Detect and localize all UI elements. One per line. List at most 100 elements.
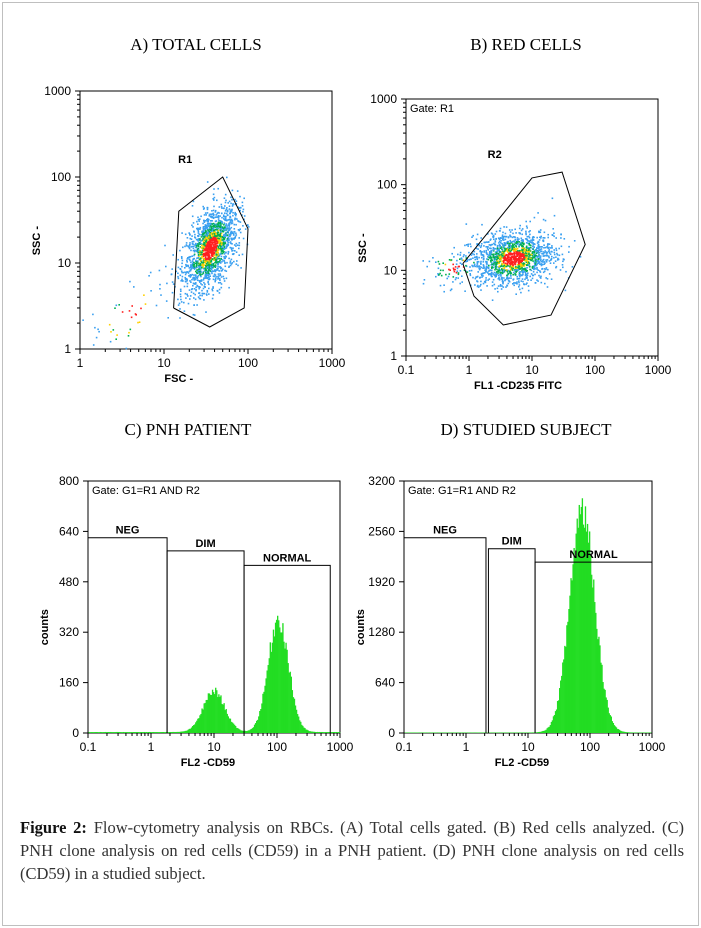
event-dot [183, 301, 185, 304]
event-dot [452, 263, 454, 266]
event-dot [218, 275, 220, 277]
histogram-bar [239, 729, 241, 733]
histogram-bar [335, 732, 338, 733]
event-dot [197, 256, 200, 259]
event-dot [200, 240, 202, 242]
event-dot [499, 257, 502, 259]
event-dot [218, 288, 221, 291]
histogram-bar [577, 527, 579, 733]
event-dot [190, 246, 192, 248]
event-dot [129, 328, 132, 331]
histogram-bar [311, 731, 313, 733]
event-dot [224, 269, 226, 272]
event-dot [528, 262, 530, 265]
event-dot [189, 280, 191, 282]
histogram-bar [522, 732, 525, 733]
histogram-bar [116, 731, 118, 733]
event-dot [505, 258, 508, 260]
event-dot [517, 269, 520, 271]
event-dot [505, 242, 507, 244]
histogram-bar [200, 713, 202, 733]
event-dot [515, 256, 518, 258]
event-dot [234, 214, 237, 217]
event-dot [205, 242, 207, 244]
event-dot [186, 282, 189, 285]
event-dot [553, 214, 556, 217]
event-dot [509, 231, 512, 233]
histogram-bar [161, 732, 163, 733]
x-tick-label: 1000 [645, 363, 672, 377]
event-dot [479, 267, 481, 270]
event-dot [200, 236, 203, 238]
event-dot [220, 228, 222, 230]
event-dot [197, 285, 199, 288]
event-dot [506, 263, 508, 265]
event-dot [534, 282, 537, 284]
event-dot [182, 271, 185, 274]
histogram-bar [170, 732, 173, 733]
event-dot [532, 239, 535, 241]
event-dot [211, 267, 213, 269]
event-dot [498, 269, 500, 271]
event-dot [234, 218, 236, 221]
event-dot [568, 245, 570, 248]
event-dot [115, 338, 117, 340]
event-dot [527, 289, 530, 292]
event-dot [553, 251, 556, 254]
event-dot [218, 226, 221, 228]
event-dot [548, 246, 550, 249]
event-dot [210, 241, 212, 244]
event-dot [213, 240, 216, 243]
event-dot [197, 254, 200, 256]
event-dot [209, 231, 212, 234]
event-dot [205, 269, 207, 271]
event-dot [210, 245, 212, 248]
event-dot [540, 281, 543, 284]
event-dot [234, 203, 237, 206]
event-dot [209, 275, 211, 277]
event-dot [513, 253, 516, 256]
y-tick-label: 10 [58, 256, 72, 270]
event-dot [210, 226, 213, 229]
event-dot [523, 258, 526, 261]
event-dot [186, 285, 189, 288]
histogram-bar [101, 732, 103, 733]
event-dot [202, 279, 205, 281]
event-dot [452, 276, 455, 278]
event-dot [540, 248, 543, 250]
event-dot [533, 266, 536, 269]
event-dot [533, 246, 535, 248]
event-dot [516, 259, 519, 261]
event-dot [199, 266, 202, 268]
event-dot [220, 252, 222, 254]
event-dot [508, 256, 510, 258]
event-dot [184, 233, 187, 236]
event-dot [483, 251, 485, 253]
event-dot [547, 236, 549, 239]
event-dot [501, 251, 503, 254]
event-dot [495, 251, 498, 253]
event-dot [197, 232, 200, 234]
event-dot [225, 212, 228, 215]
event-dot [202, 270, 205, 273]
x-tick-label: 0.1 [80, 740, 97, 754]
event-dot [203, 292, 206, 295]
event-dot [507, 251, 509, 254]
event-dot [190, 238, 193, 240]
event-dot [525, 249, 527, 251]
event-dot [187, 295, 189, 297]
event-dot [197, 279, 199, 282]
event-dot [205, 273, 208, 276]
event-dot [475, 238, 478, 241]
event-dot [538, 261, 540, 263]
event-dot [513, 247, 515, 250]
event-dot [528, 244, 531, 246]
histogram-bar [258, 716, 260, 733]
x-tick-label: 100 [580, 740, 600, 754]
histogram-bar [552, 716, 555, 733]
histogram-bar [430, 732, 433, 733]
event-dot [197, 243, 199, 245]
histogram-bar [252, 727, 255, 733]
event-dot [534, 255, 536, 257]
event-dot [211, 242, 214, 245]
